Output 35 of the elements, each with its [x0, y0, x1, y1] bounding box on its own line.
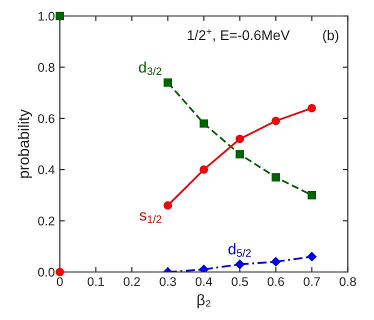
- point: [308, 104, 316, 112]
- point: [234, 259, 245, 270]
- point: [236, 150, 244, 158]
- point: [308, 191, 316, 200]
- y-tick-label: 0.2: [38, 216, 54, 226]
- point: [200, 165, 208, 174]
- y-tick-label: 0.8: [38, 63, 54, 72]
- x-tick-label: 0.6: [268, 277, 284, 286]
- series-label: s$_{1/2}$: [140, 212, 162, 223]
- y-tick-label: 0.6: [38, 114, 54, 124]
- series-label: d$_{3/2}$: [138, 61, 162, 76]
- point: [270, 256, 281, 267]
- x-tick-label: 0.5: [232, 277, 248, 286]
- point: [306, 252, 317, 262]
- x-tick-label: 0: [56, 277, 63, 286]
- y-tick-label: 1.0: [38, 12, 54, 21]
- point: [272, 173, 280, 182]
- annotation: (b): [323, 30, 338, 43]
- x-axis-title: β₂: [198, 294, 210, 308]
- point: [164, 78, 172, 87]
- x-tick-label: 0.1: [88, 277, 104, 286]
- annotation: 1/2$^{+}$, E=-0.6MeV: [188, 29, 290, 42]
- x-tick-label: 0.2: [124, 277, 140, 286]
- x-tick-label: 0.8: [340, 277, 356, 286]
- y-tick-label: 0.4: [38, 165, 55, 174]
- point: [200, 119, 208, 128]
- x-tick-label: 0.4: [196, 277, 212, 286]
- x-tick-label: 0.3: [160, 277, 176, 286]
- point: [164, 201, 172, 210]
- series-label: d$_{5/2}$: [228, 243, 251, 257]
- point: [272, 116, 280, 126]
- point: [236, 134, 244, 144]
- x-tick-label: 0.7: [304, 277, 320, 286]
- y-axis-title: probability: [18, 109, 32, 178]
- y-tick-label: 0.0: [38, 268, 54, 277]
